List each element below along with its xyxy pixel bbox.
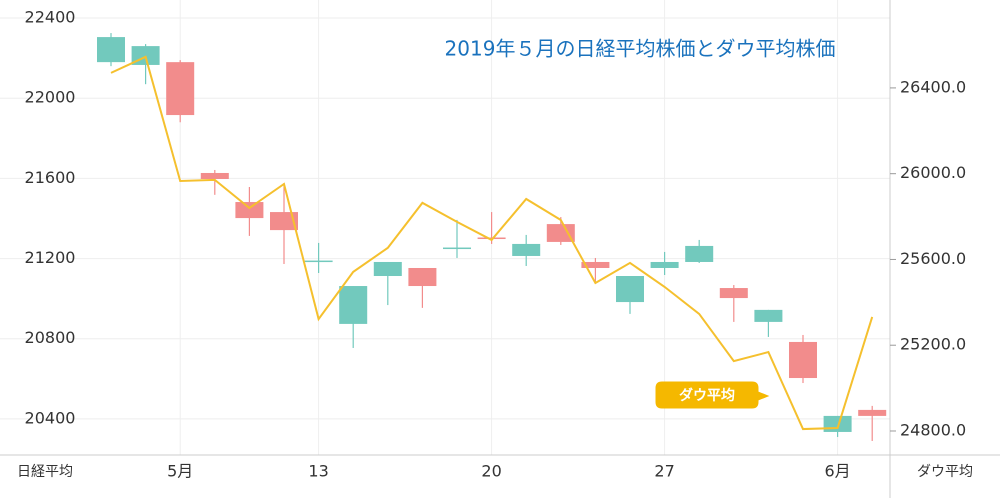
annotation-text: ダウ平均 [679,387,735,404]
candle-body [304,260,333,263]
candle-body [719,288,748,299]
y2-axis-label: ダウ平均 [917,464,973,480]
candle-body [339,286,368,324]
y-axis-label: 日経平均 [17,464,73,480]
y2-tick-label: 26400.0 [900,77,966,96]
line-series [110,55,874,431]
candle-body [685,245,714,262]
candle-body [270,212,298,231]
x-tick-label: 5月 [167,462,193,481]
candle-body [789,341,817,379]
y-tick-label: 20800 [25,328,76,347]
candle-body [581,261,610,268]
x-tick-label: 27 [654,462,674,481]
candle-body [235,202,264,219]
y2-tick-label: 26000.0 [900,163,966,182]
candle-body [823,415,852,432]
y-tick-label: 20400 [25,408,76,427]
candle-body [512,243,541,256]
candle-body [754,309,783,322]
x-tick-label: 13 [308,462,328,481]
candle-body [546,224,575,242]
candle-body [443,247,471,250]
candle-body [166,62,195,116]
y-tick-label: 21200 [25,248,76,267]
candle-body [858,409,887,416]
y2-tick-label: 25200.0 [900,335,966,354]
candle-body [477,237,506,240]
y-tick-label: 21600 [25,168,76,187]
y2-tick-label: 24800.0 [900,420,966,439]
candle-body [408,267,437,287]
annotation-box [655,381,770,409]
grid [0,0,890,455]
y2-tick-label: 25600.0 [900,249,966,268]
candle-body [616,276,644,303]
candle-body [200,172,229,179]
x-tick-label: 20 [481,462,501,481]
annotation: ダウ平均 [655,381,770,409]
candle-body [373,261,402,277]
y-tick-label: 22400 [25,8,76,27]
x-tick-label: 6月 [825,462,851,481]
candle-body [650,261,679,268]
marks [97,33,887,441]
candle-body [97,37,125,63]
y-tick-label: 22000 [25,88,76,107]
chart-title: 2019年５月の日経平均株価とダウ平均株価 [445,37,836,61]
